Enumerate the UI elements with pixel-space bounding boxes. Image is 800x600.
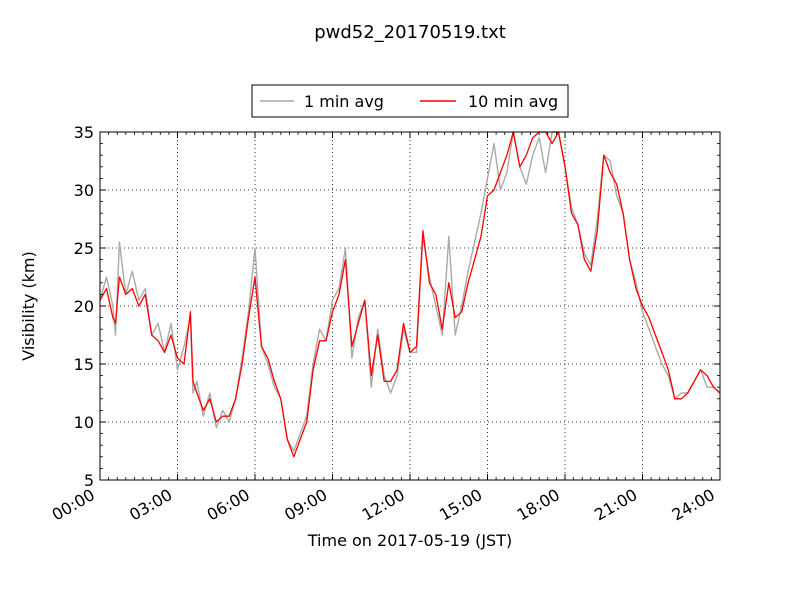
- y-tick-label: 15: [74, 355, 94, 374]
- y-tick-label: 20: [74, 297, 94, 316]
- x-tick-label: 21:00: [591, 485, 640, 525]
- y-tick-label: 10: [74, 413, 94, 432]
- x-tick-label: 09:00: [281, 485, 330, 525]
- x-tick-label: 12:00: [359, 485, 408, 525]
- legend-box: [251, 84, 569, 118]
- legend: 1 min avg 10 min avg: [251, 84, 569, 118]
- y-tick-labels: 5 10 15 20 25 30 35: [74, 123, 94, 490]
- x-tick-label: 15:00: [436, 485, 485, 525]
- x-tick-label: 24:00: [669, 485, 718, 525]
- x-axis-label: Time on 2017-05-19 (JST): [307, 531, 512, 550]
- legend-label-10min: 10 min avg: [468, 92, 558, 111]
- y-tick-label: 30: [74, 181, 94, 200]
- y-tick-label: 25: [74, 239, 94, 258]
- x-tick-label: 00:00: [49, 485, 98, 525]
- y-tick-label: 35: [74, 123, 94, 142]
- x-tick-label: 06:00: [204, 485, 253, 525]
- legend-label-1min: 1 min avg: [304, 92, 384, 111]
- grid: [100, 132, 720, 480]
- x-tick-label: 18:00: [514, 485, 563, 525]
- x-tick-labels: 00:00 03:00 06:00 09:00 12:00 15:00 18:00 21:00…: [49, 485, 718, 525]
- y-tick-label: 5: [84, 471, 94, 490]
- x-tick-label: 03:00: [126, 485, 175, 525]
- axis-ticks: [99, 131, 721, 481]
- series-layer: [99, 131, 721, 458]
- chart-title: pwd52_20170519.txt: [314, 22, 506, 43]
- y-axis-label: Visibility (km): [19, 251, 38, 360]
- series-line-10-min-avg: [99, 131, 721, 458]
- series-line-1-min-avg: [99, 131, 721, 452]
